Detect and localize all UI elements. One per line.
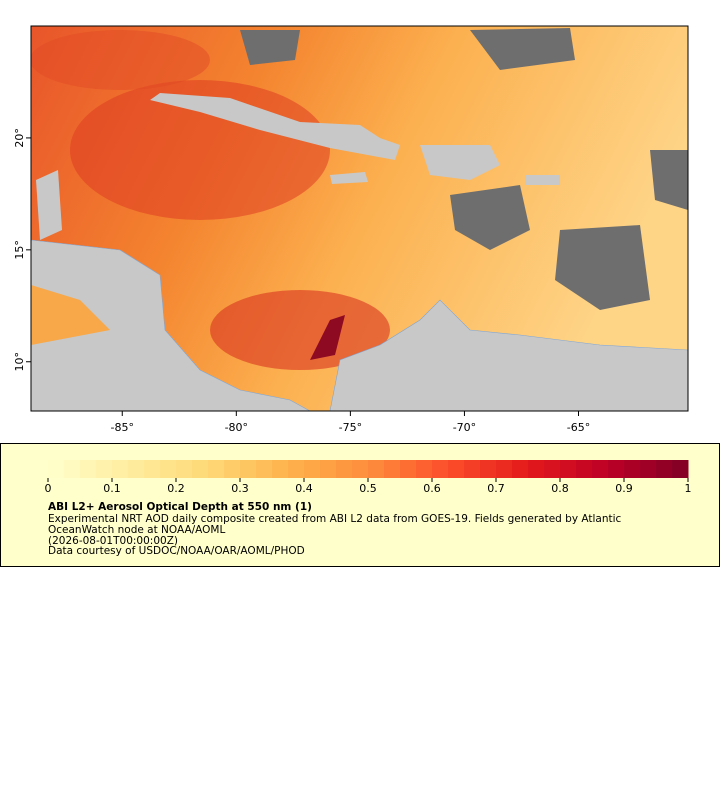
colorbar-tick-label: 0.8: [551, 482, 569, 495]
colorbar-step: [464, 460, 481, 478]
colorbar-tick-label: 0.7: [487, 482, 505, 495]
colorbar-step: [672, 460, 689, 478]
colorbar-step: [576, 460, 593, 478]
colorbar-step: [64, 460, 81, 478]
colorbar-step: [640, 460, 657, 478]
colorbar-step: [272, 460, 289, 478]
legend-title: ABI L2+ Aerosol Optical Depth at 550 nm …: [48, 501, 312, 513]
colorbar-step: [224, 460, 241, 478]
colorbar-step: [480, 460, 497, 478]
colorbar-step: [512, 460, 529, 478]
colorbar-step: [336, 460, 353, 478]
x-tick-label: -85°: [111, 421, 134, 434]
colorbar-step: [80, 460, 97, 478]
legend-line: OceanWatch node at NOAA/AOML: [48, 524, 225, 536]
colorbar-tick-label: 0.6: [423, 482, 441, 495]
colorbar-tick-label: 1: [685, 482, 692, 495]
colorbar-step: [368, 460, 385, 478]
colorbar-step: [288, 460, 305, 478]
colorbar-step: [176, 460, 193, 478]
x-tick-label: -70°: [453, 421, 476, 434]
colorbar-step: [496, 460, 513, 478]
colorbar-tick-label: 0.5: [359, 482, 377, 495]
y-tick-label: 15°: [13, 240, 26, 260]
colorbar-step: [192, 460, 209, 478]
legend-line: Experimental NRT AOD daily composite cre…: [48, 513, 622, 525]
colorbar-step: [544, 460, 561, 478]
colorbar-step: [656, 460, 673, 478]
colorbar-step: [352, 460, 369, 478]
colorbar-step: [448, 460, 465, 478]
y-tick-label: 20°: [13, 128, 26, 148]
colorbar-step: [416, 460, 433, 478]
x-tick-label: -65°: [567, 421, 590, 434]
colorbar-step: [560, 460, 577, 478]
colorbar-step: [96, 460, 113, 478]
colorbar-step: [112, 460, 129, 478]
colorbar-step: [240, 460, 257, 478]
colorbar-tick-label: 0.4: [295, 482, 313, 495]
colorbar-step: [208, 460, 225, 478]
colorbar-step: [400, 460, 417, 478]
colorbar-step: [592, 460, 609, 478]
x-tick-label: -75°: [339, 421, 362, 434]
colorbar-step: [160, 460, 177, 478]
colorbar-step: [528, 460, 545, 478]
y-tick-label: 10°: [13, 352, 26, 372]
colorbar-step: [304, 460, 321, 478]
colorbar-tick-label: 0.1: [103, 482, 121, 495]
colorbar-step: [320, 460, 337, 478]
colorbar: 0 0.1 0.2 0.3 0.4 0.5 0.6 0.7 0.8 0.9 1: [45, 460, 692, 495]
x-tick-label: -80°: [225, 421, 248, 434]
map-field: [31, 26, 688, 411]
legend-line: Data courtesy of USDOC/NOAA/OAR/AOML/PHO…: [48, 545, 305, 557]
colorbar-step: [128, 460, 145, 478]
colorbar-step: [624, 460, 641, 478]
colorbar-step: [432, 460, 449, 478]
colorbar-step: [256, 460, 273, 478]
colorbar-step: [384, 460, 401, 478]
colorbar-step: [144, 460, 161, 478]
colorbar-tick-label: 0.2: [167, 482, 185, 495]
legend-line: (2026-08-01T00:00:00Z): [48, 535, 178, 547]
map-frame: [30, 25, 689, 412]
colorbar-step: [608, 460, 625, 478]
colorbar-tick-label: 0: [45, 482, 52, 495]
colorbar-step: [48, 460, 65, 478]
colorbar-tick-label: 0.3: [231, 482, 249, 495]
colorbar-tick-label: 0.9: [615, 482, 633, 495]
